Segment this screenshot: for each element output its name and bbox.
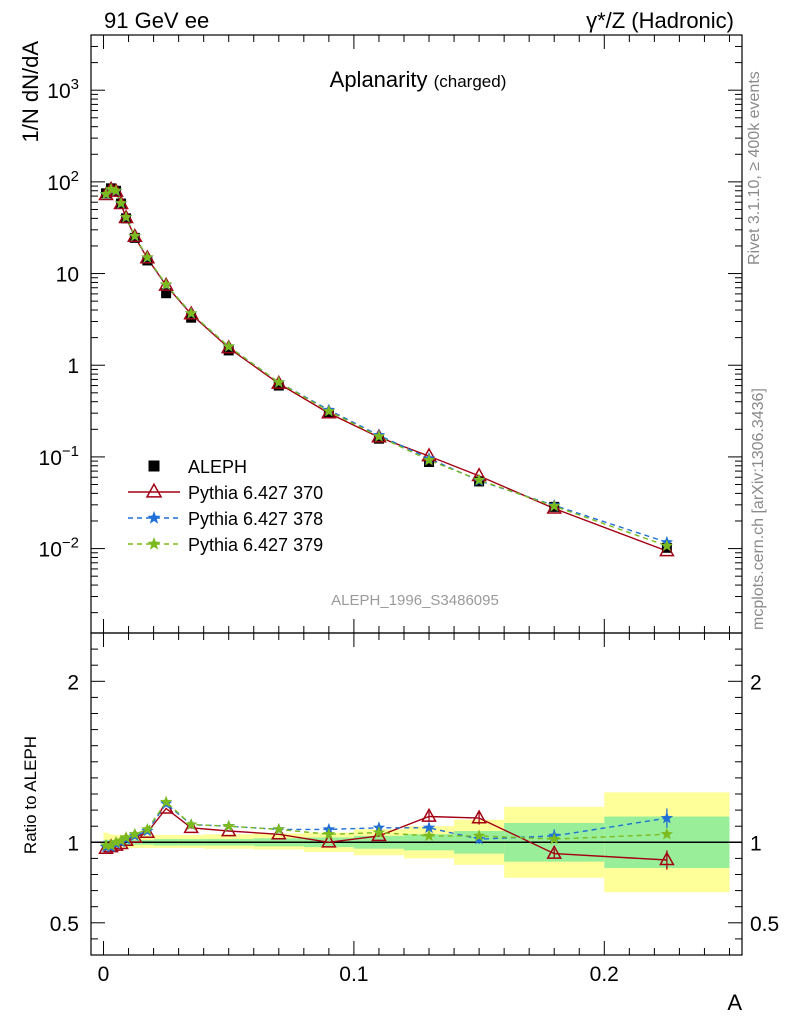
- chart-title: Aplanarity (charged): [330, 67, 507, 92]
- ratio-y-tick-label: 0.5: [50, 913, 79, 936]
- x-tick-label: 0.2: [590, 963, 619, 986]
- data-point-pythia-6-427-379: [422, 453, 436, 466]
- ratio-point-pythia-6-427-379: [184, 818, 198, 830]
- ratio-point-pythia-6-427-379: [472, 829, 486, 842]
- ratio-point-pythia-6-427-379: [104, 839, 118, 851]
- legend-label-pythia-6-427-379: Pythia 6.427 379: [188, 535, 323, 555]
- ratio-point-pythia-6-427-370: [371, 827, 387, 842]
- y-tick-label: 102: [47, 168, 79, 195]
- ratio-point-pythia-6-427-379: [422, 829, 436, 842]
- ratio-point-pythia-6-427-370: [321, 833, 337, 848]
- ratio-point-pythia-6-427-379: [159, 795, 173, 808]
- ratio-point-pythia-6-427-379: [322, 827, 336, 840]
- ratio-point-pythia-6-427-379: [109, 835, 123, 848]
- ratio-point-pythia-6-427-379: [119, 830, 133, 843]
- data-point-pythia-6-427-370: [321, 404, 337, 419]
- y-tick-label: 10−1: [39, 443, 79, 470]
- data-point-aleph: [142, 255, 153, 266]
- x-tick-label: 0: [98, 963, 110, 986]
- data-point-pythia-6-427-379: [660, 539, 674, 552]
- legend-label-aleph: ALEPH: [188, 457, 247, 477]
- ratio-point-pythia-6-427-379: [372, 826, 386, 838]
- legend-marker-pythia-6-427-379: [147, 537, 161, 550]
- data-point-pythia-6-427-379: [114, 196, 128, 209]
- data-point-pythia-6-427-379: [159, 277, 173, 290]
- data-point-pythia-6-427-379: [119, 210, 133, 223]
- y-tick-label: 103: [47, 76, 79, 103]
- x-axis-label: A: [727, 990, 742, 1015]
- ratio-y-tick-label: 1: [67, 832, 79, 855]
- data-point-pythia-6-427-379: [372, 429, 386, 442]
- ratio-point-pythia-6-427-379: [99, 839, 113, 851]
- ratio-y-tick-label: 2: [67, 671, 79, 694]
- ratio-y-tick-label-right: 2: [750, 671, 762, 694]
- data-point-pythia-6-427-379: [222, 340, 235, 352]
- data-point-pythia-6-427-379: [272, 375, 285, 388]
- ratio-point-pythia-6-427-370: [546, 844, 562, 859]
- ratio-point-pythia-6-427-379: [222, 819, 235, 832]
- data-point-pythia-6-427-379: [548, 499, 561, 512]
- data-point-pythia-6-427-379: [472, 473, 486, 486]
- header-right: γ*/Z (Hadronic): [586, 8, 734, 33]
- legend-marker-pythia-6-427-370: [145, 482, 163, 498]
- y-tick-label: 10−2: [39, 535, 79, 562]
- ratio-point-pythia-6-427-379: [128, 827, 141, 840]
- legend-label-pythia-6-427-370: Pythia 6.427 370: [188, 483, 323, 503]
- ratio-point-pythia-6-427-370: [471, 809, 487, 824]
- data-point-pythia-6-427-379: [141, 250, 154, 263]
- data-point-pythia-6-427-370: [546, 499, 562, 514]
- ratio-point-pythia-6-427-379: [114, 834, 128, 846]
- ratio-y-axis-label: Ratio to ALEPH: [21, 736, 40, 854]
- data-point-pythia-6-427-379: [322, 404, 336, 417]
- data-point-pythia-6-427-379: [128, 229, 141, 242]
- ratio-point-pythia-6-427-378: [422, 821, 436, 834]
- data-point-aleph: [223, 345, 234, 356]
- ratio-point-pythia-6-427-370: [183, 819, 199, 834]
- legend-marker-pythia-6-427-378: [147, 511, 161, 524]
- y-tick-label: 10: [56, 264, 79, 287]
- data-point-aleph: [186, 312, 197, 323]
- data-point-pythia-6-427-379: [104, 182, 118, 195]
- ratio-point-pythia-6-427-379: [141, 822, 154, 835]
- ratio-point-pythia-6-427-370: [659, 851, 675, 866]
- data-point-pythia-6-427-379: [99, 187, 113, 200]
- analysis-watermark: ALEPH_1996_S3486095: [331, 592, 499, 609]
- data-point-aleph: [161, 288, 172, 299]
- ratio-y-tick-label-right: 0.5: [750, 913, 779, 936]
- y-tick-label: 1: [67, 355, 79, 378]
- legend-label-pythia-6-427-378: Pythia 6.427 378: [188, 509, 323, 529]
- data-point-aleph: [273, 380, 284, 391]
- ratio-y-tick-label-right: 1: [750, 832, 762, 855]
- ratio-point-pythia-6-427-370: [421, 807, 437, 822]
- ratio-point-pythia-6-427-379: [548, 832, 561, 845]
- ratio-point-pythia-6-427-379: [660, 827, 674, 840]
- legend-marker-aleph: [148, 460, 160, 472]
- ratio-point-pythia-6-427-379: [272, 822, 285, 835]
- ratio-point-pythia-6-427-378: [660, 811, 674, 824]
- header-left: 91 GeV ee: [104, 8, 210, 33]
- data-point-pythia-6-427-379: [184, 306, 198, 319]
- y-axis-label: 1/N dN/dA: [18, 41, 43, 143]
- data-point-pythia-6-427-379: [109, 184, 123, 197]
- x-tick-label: 0.1: [339, 963, 368, 986]
